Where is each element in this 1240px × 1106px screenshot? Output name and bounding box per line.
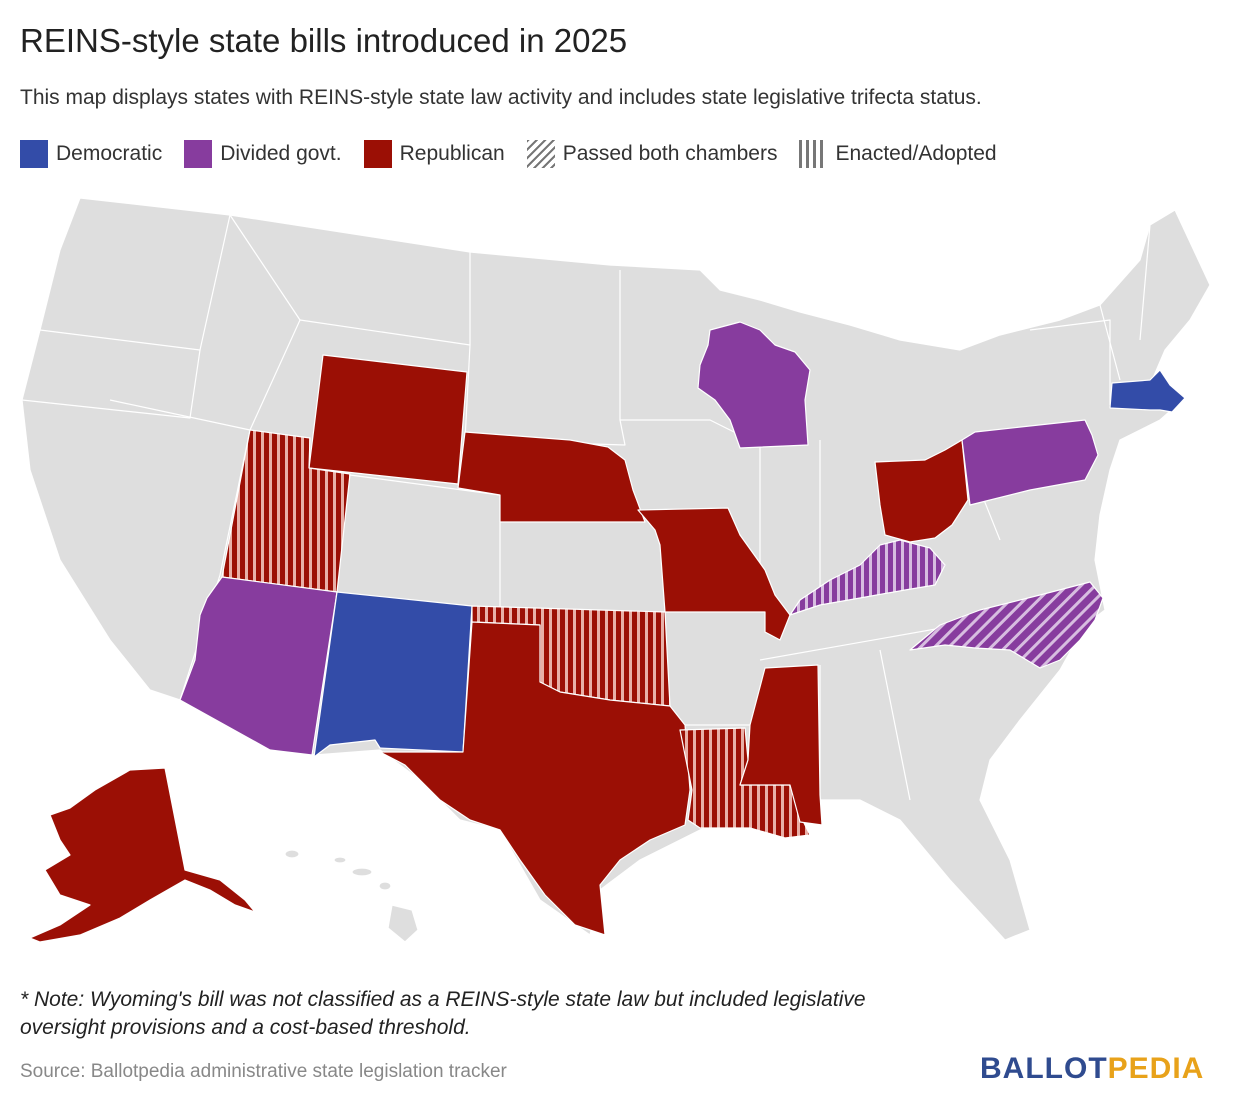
legend-label-divided: Divided govt. bbox=[220, 142, 342, 165]
state-massachusetts bbox=[1109, 369, 1186, 413]
legend-label-republican: Republican bbox=[399, 142, 505, 165]
legend-item-divided: Divided govt. bbox=[184, 140, 342, 168]
legend-item-democratic: Democratic bbox=[20, 140, 162, 168]
state-alaska bbox=[29, 767, 256, 943]
legend-swatch-divided bbox=[184, 140, 213, 168]
legend-item-passed: Passed both chambers bbox=[526, 140, 778, 168]
state-nebraska bbox=[457, 431, 646, 523]
logo-part2: PEDIA bbox=[1107, 1052, 1205, 1085]
chart-subtitle: This map displays states with REINS-styl… bbox=[20, 86, 982, 109]
state-texas bbox=[379, 621, 691, 936]
legend-swatch-vertical-hatch bbox=[799, 140, 828, 168]
state-missouri bbox=[637, 507, 791, 641]
state-arizona bbox=[179, 576, 338, 756]
legend-item-republican: Republican bbox=[363, 140, 505, 168]
state-wisconsin bbox=[697, 321, 811, 449]
state-north-carolina bbox=[909, 581, 1104, 669]
legend-swatch-diagonal-hatch bbox=[526, 140, 555, 168]
legend-label-democratic: Democratic bbox=[56, 142, 163, 165]
state-wyoming bbox=[308, 354, 468, 485]
legend-swatch-democratic bbox=[20, 140, 48, 168]
legend-item-enacted: Enacted/Adopted bbox=[799, 140, 997, 168]
legend-swatch-republican bbox=[363, 140, 392, 168]
legend-label-enacted: Enacted/Adopted bbox=[835, 142, 997, 165]
hawaii bbox=[284, 849, 419, 943]
us-map bbox=[21, 197, 1211, 943]
legend: Democratic Divided govt. Republican Pass… bbox=[20, 140, 1019, 168]
state-pennsylvania bbox=[961, 419, 1099, 506]
source-line: Source: Ballotpedia administrative state… bbox=[20, 1061, 507, 1082]
state-mississippi bbox=[739, 664, 823, 826]
state-ohio bbox=[874, 439, 969, 543]
ballotpedia-logo: BALLOTPEDIA bbox=[980, 1052, 1204, 1086]
state-new-mexico bbox=[313, 591, 473, 758]
state-kentucky bbox=[789, 539, 946, 616]
logo-part1: BALLOT bbox=[980, 1052, 1108, 1085]
chart-title: REINS-style state bills introduced in 20… bbox=[20, 22, 628, 59]
footnote: * Note: Wyoming's bill was not classifie… bbox=[20, 988, 866, 1039]
legend-label-passed: Passed both chambers bbox=[562, 142, 778, 165]
